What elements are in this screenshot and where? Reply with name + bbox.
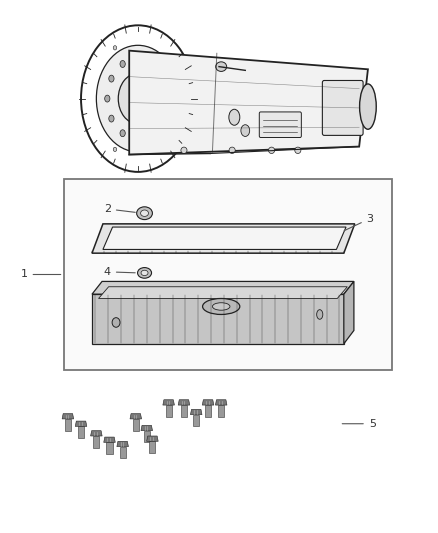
Ellipse shape [105, 95, 110, 102]
Polygon shape [91, 431, 102, 436]
Polygon shape [202, 400, 214, 405]
Ellipse shape [135, 55, 141, 62]
Text: 5: 5 [342, 419, 376, 429]
Bar [64, 179, 392, 370]
Ellipse shape [96, 45, 180, 152]
Polygon shape [106, 442, 113, 454]
Ellipse shape [120, 61, 125, 68]
Ellipse shape [212, 303, 230, 310]
Ellipse shape [135, 135, 141, 142]
Ellipse shape [112, 318, 120, 327]
Ellipse shape [268, 147, 275, 154]
Ellipse shape [151, 130, 156, 136]
Ellipse shape [109, 75, 114, 82]
Ellipse shape [215, 62, 227, 71]
Ellipse shape [113, 147, 117, 151]
Ellipse shape [137, 207, 152, 220]
Polygon shape [163, 400, 174, 405]
Ellipse shape [317, 310, 323, 319]
Polygon shape [191, 409, 202, 415]
Ellipse shape [120, 130, 125, 136]
Polygon shape [92, 294, 344, 344]
Ellipse shape [181, 147, 187, 154]
FancyBboxPatch shape [259, 112, 301, 138]
Polygon shape [93, 436, 99, 448]
Ellipse shape [241, 125, 250, 136]
Polygon shape [181, 405, 187, 417]
Polygon shape [92, 224, 355, 253]
Polygon shape [178, 400, 190, 405]
Ellipse shape [229, 147, 235, 154]
Ellipse shape [162, 115, 167, 122]
Text: 3: 3 [344, 214, 374, 231]
Polygon shape [141, 425, 152, 431]
Text: 2: 2 [104, 204, 135, 214]
Ellipse shape [118, 74, 158, 124]
Polygon shape [344, 281, 354, 344]
Text: 4: 4 [104, 267, 135, 277]
Polygon shape [75, 421, 87, 426]
FancyBboxPatch shape [322, 80, 363, 135]
Polygon shape [104, 437, 115, 442]
Polygon shape [147, 436, 158, 441]
Polygon shape [205, 405, 211, 417]
Polygon shape [130, 414, 141, 419]
Ellipse shape [113, 46, 117, 50]
Ellipse shape [141, 210, 148, 216]
Ellipse shape [151, 61, 156, 68]
Text: 1: 1 [21, 270, 61, 279]
Ellipse shape [229, 109, 240, 125]
Polygon shape [218, 405, 224, 417]
Polygon shape [117, 441, 128, 447]
Polygon shape [144, 431, 150, 442]
Polygon shape [149, 441, 155, 453]
Polygon shape [120, 447, 126, 458]
Polygon shape [103, 227, 346, 249]
Ellipse shape [141, 270, 148, 276]
Ellipse shape [295, 147, 301, 154]
Ellipse shape [176, 67, 180, 71]
Polygon shape [62, 414, 74, 419]
Ellipse shape [202, 298, 240, 314]
Ellipse shape [131, 88, 145, 109]
Polygon shape [133, 419, 139, 431]
Polygon shape [65, 419, 71, 431]
Polygon shape [99, 287, 347, 298]
Ellipse shape [166, 95, 171, 102]
Polygon shape [92, 281, 354, 294]
Polygon shape [193, 415, 199, 426]
Ellipse shape [138, 268, 152, 278]
Polygon shape [78, 426, 84, 438]
Ellipse shape [109, 115, 114, 122]
Polygon shape [166, 405, 172, 417]
Ellipse shape [162, 75, 167, 82]
Polygon shape [215, 400, 227, 405]
Ellipse shape [360, 84, 376, 130]
Polygon shape [129, 51, 368, 155]
